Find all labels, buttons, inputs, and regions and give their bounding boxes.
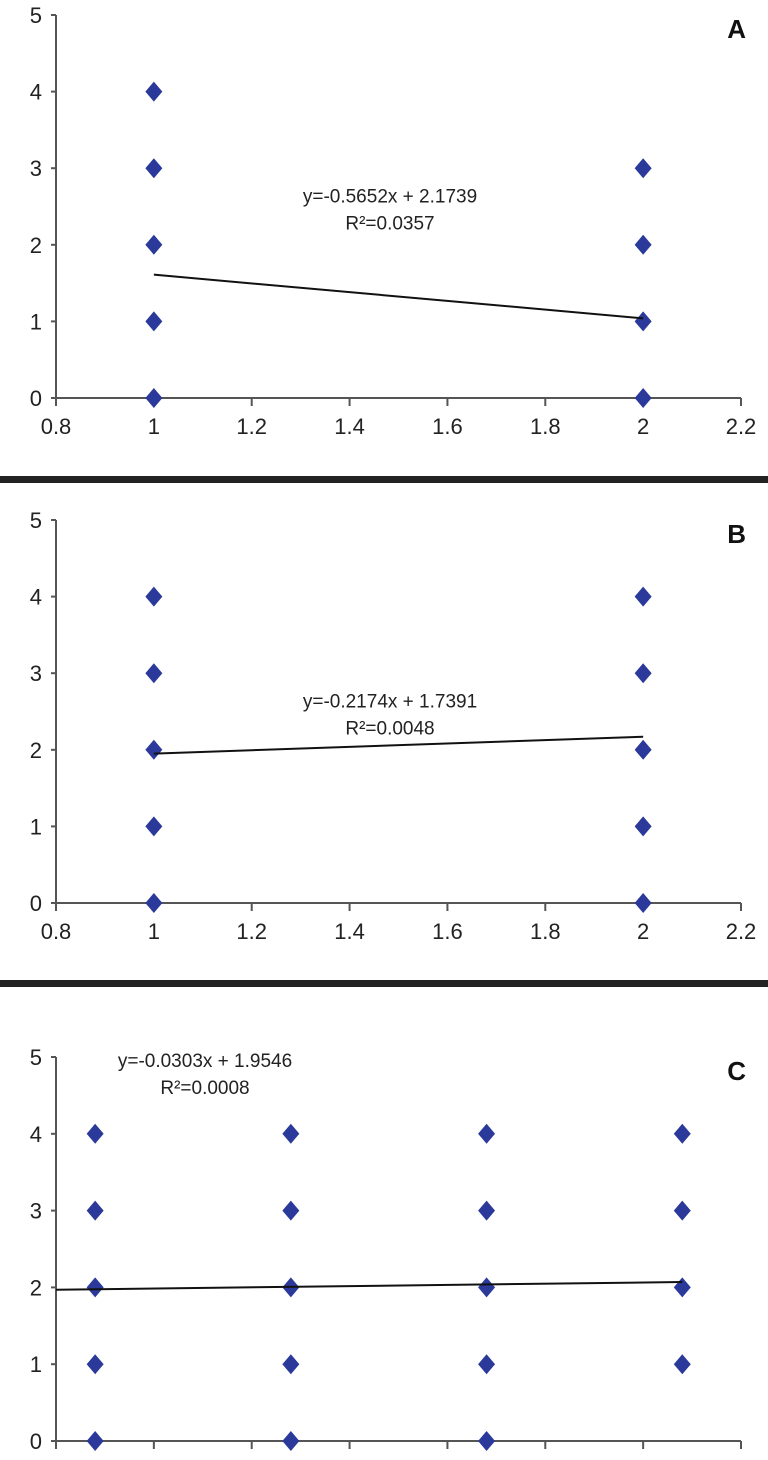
x-tick-label: 1.6 — [432, 414, 463, 439]
data-point — [86, 1354, 104, 1375]
r-squared-label: R²=0.0008 — [160, 1078, 249, 1099]
y-tick-label: 3 — [30, 661, 42, 686]
x-tick-label: 1.4 — [334, 414, 365, 439]
trendline — [153, 735, 644, 755]
data-point — [634, 311, 652, 332]
data-point — [634, 893, 652, 913]
data-point — [86, 1431, 104, 1451]
y-tick-label: 5 — [30, 508, 42, 533]
data-point — [282, 1354, 300, 1375]
data-point — [86, 1277, 104, 1298]
data-point — [634, 234, 652, 255]
x-tick-label: 3.8 — [628, 1457, 659, 1460]
data-point — [145, 663, 163, 684]
y-tick-label: 3 — [30, 156, 42, 181]
x-tick-label: 1.4 — [334, 919, 365, 944]
data-point — [282, 1123, 300, 1144]
y-tick-label: 4 — [30, 1122, 42, 1147]
data-point — [634, 586, 652, 607]
y-tick-label: 3 — [30, 1199, 42, 1224]
trendline-equation: y=-0.5652x + 2.1739 — [303, 187, 477, 208]
y-tick-label: 0 — [30, 386, 42, 411]
x-tick-label: 2 — [637, 919, 649, 944]
x-tick-label: 2.2 — [726, 414, 757, 439]
x-tick-label: 0.8 — [41, 1457, 72, 1460]
x-tick-label: 0.8 — [41, 919, 72, 944]
data-point — [86, 1123, 104, 1144]
data-point — [282, 1431, 300, 1451]
data-point — [673, 1123, 691, 1144]
data-point — [478, 1277, 496, 1298]
data-point — [145, 586, 163, 607]
trendline-equation: y=-0.0303x + 1.9546 — [118, 1051, 292, 1072]
x-tick-label: 4.3 — [726, 1457, 757, 1460]
data-point — [634, 663, 652, 684]
data-point — [145, 816, 163, 837]
x-tick-label: 2.8 — [432, 1457, 463, 1460]
data-point — [145, 311, 163, 332]
trendline-equation: y=-0.2174x + 1.7391 — [303, 692, 477, 713]
data-point — [478, 1431, 496, 1451]
y-tick-label: 1 — [30, 309, 42, 334]
data-point — [478, 1200, 496, 1221]
panel-divider — [0, 980, 768, 987]
r-squared-label: R²=0.0357 — [345, 214, 434, 235]
data-point — [634, 388, 652, 408]
panel-b-chart: 0 1 2 3 4 5 0.8 1 1.2 1.4 1.6 1.8 2 2.2 y=-0.2174x + 1… — [30, 508, 757, 944]
data-point — [634, 739, 652, 760]
panel-label: A — [727, 14, 746, 44]
y-tick-label: 2 — [30, 738, 42, 763]
x-tick-label: 1.8 — [236, 1457, 267, 1460]
x-tick-label: 1 — [148, 919, 160, 944]
data-point — [145, 388, 163, 408]
y-tick-label: 5 — [30, 3, 42, 28]
data-point — [145, 739, 163, 760]
x-tick-label: 1.6 — [432, 919, 463, 944]
x-tick-label: 2 — [637, 414, 649, 439]
x-tick-label: 1.8 — [530, 414, 561, 439]
data-point — [145, 81, 163, 102]
y-tick-label: 2 — [30, 233, 42, 258]
panel-divider — [0, 476, 768, 483]
trendline — [153, 273, 644, 320]
data-point — [634, 816, 652, 837]
y-tick-label: 2 — [30, 1275, 42, 1300]
y-tick-label: 5 — [30, 1045, 42, 1070]
data-point — [145, 893, 163, 913]
data-point — [282, 1200, 300, 1221]
data-point — [145, 158, 163, 179]
y-tick-label: 4 — [30, 585, 42, 610]
panel-a-chart: 0 1 2 3 4 5 0.8 1 1.2 1.4 1.6 1.8 2 2.2 y=-0.5652x + 2… — [30, 3, 757, 439]
panel-c-chart: 0 1 2 3 4 5 0.8 1.3 1.8 2.3 2.8 3.3 3.8 4.3 y=-0.0303x… — [30, 1045, 757, 1460]
x-tick-label: 2.2 — [726, 919, 757, 944]
panel-label: C — [727, 1056, 746, 1086]
x-tick-label: 2.3 — [334, 1457, 365, 1460]
x-tick-label: 0.8 — [41, 414, 72, 439]
data-point — [634, 158, 652, 179]
trendline — [55, 1281, 683, 1291]
y-tick-label: 1 — [30, 814, 42, 839]
x-tick-label: 1.2 — [236, 919, 267, 944]
data-point — [86, 1200, 104, 1221]
data-point — [478, 1123, 496, 1144]
panel-label: B — [727, 519, 746, 549]
y-tick-label: 4 — [30, 80, 42, 105]
data-point — [145, 234, 163, 255]
y-tick-label: 0 — [30, 891, 42, 916]
data-point — [673, 1277, 691, 1298]
x-tick-label: 1 — [148, 414, 160, 439]
data-point — [673, 1200, 691, 1221]
y-tick-label: 0 — [30, 1429, 42, 1454]
r-squared-label: R²=0.0048 — [345, 719, 434, 740]
data-point — [673, 1354, 691, 1375]
x-tick-label: 1.8 — [530, 919, 561, 944]
y-tick-label: 1 — [30, 1352, 42, 1377]
x-tick-label: 1.2 — [236, 414, 267, 439]
data-point — [478, 1354, 496, 1375]
x-tick-label: 1.3 — [139, 1457, 170, 1460]
x-tick-label: 3.3 — [530, 1457, 561, 1460]
